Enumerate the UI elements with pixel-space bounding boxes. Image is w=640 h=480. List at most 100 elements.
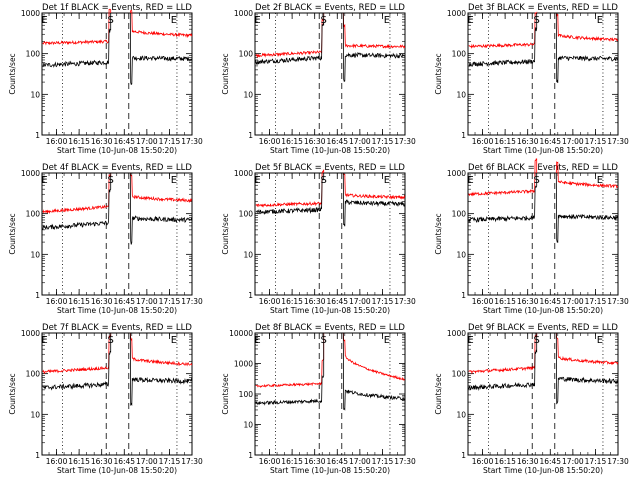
series-events	[42, 12, 193, 86]
event-marker-s: S	[534, 175, 540, 186]
event-marker-e: E	[467, 335, 473, 346]
y-axis-label: Counts/sec	[434, 373, 443, 414]
event-marker-e: E	[254, 175, 260, 186]
series-line-before	[255, 13, 325, 59]
x-tick-label: 16:15	[281, 297, 303, 306]
y-tick-label: 10	[243, 421, 253, 430]
chart-panel-5: Det 5f BLACK = Events, RED = LLD Counts/s…	[221, 163, 416, 315]
x-axis-label: Start Time (10-Jun-08 15:50:20)	[270, 306, 390, 315]
y-axis-label: Counts/sec	[434, 53, 443, 94]
chart-title: Det 6f BLACK = Events, RED = LLD	[468, 163, 618, 173]
series-line-before	[255, 13, 325, 66]
x-axis-label: Start Time (10-Jun-08 15:50:20)	[270, 466, 390, 475]
event-marker-e: E	[384, 335, 390, 346]
series-events	[255, 172, 406, 227]
x-tick-label: 16:00	[46, 297, 68, 306]
x-tick-label: 17:00	[349, 137, 371, 146]
plot-frame	[254, 172, 406, 296]
series-lld	[255, 332, 405, 388]
y-tick-label: 10	[30, 410, 40, 419]
y-tick-label: 1	[248, 291, 253, 300]
y-tick-label: 10000	[229, 329, 253, 338]
event-marker-e: E	[254, 15, 260, 26]
x-tick-label: 16:45	[113, 137, 135, 146]
series-line-after	[342, 172, 406, 200]
series-line-before	[468, 158, 538, 197]
x-tick-label: 17:15	[585, 297, 607, 306]
chart-title: Det 7f BLACK = Events, RED = LLD	[42, 323, 192, 333]
series-events	[468, 172, 619, 243]
series-line-after	[129, 9, 193, 39]
series-line-before	[468, 11, 538, 49]
y-tick-label: 1	[248, 451, 253, 460]
x-tick-label: 16:30	[517, 457, 539, 466]
series-line-before	[468, 13, 538, 67]
x-axis-label: Start Time (10-Jun-08 15:50:20)	[57, 146, 177, 155]
x-tick-label: 17:30	[607, 457, 629, 466]
x-tick-label: 16:30	[91, 137, 113, 146]
x-tick-label: 17:00	[349, 297, 371, 306]
series-line-after	[129, 172, 193, 245]
series-line-before	[42, 173, 112, 214]
chart-panel-7: Det 7f BLACK = Events, RED = LLD Counts/s…	[8, 323, 203, 475]
series-line-before	[255, 168, 325, 208]
y-tick-label: 10	[243, 250, 253, 259]
series-line-after	[129, 172, 193, 204]
series-line-after	[342, 332, 405, 381]
event-marker-e: E	[597, 15, 603, 26]
y-tick-label: 1000	[447, 329, 466, 338]
y-tick-label: 100	[26, 210, 41, 219]
x-tick-label: 16:45	[539, 137, 561, 146]
y-tick-label: 10	[243, 90, 253, 99]
series-line-after	[129, 12, 193, 86]
x-tick-label: 16:30	[91, 457, 113, 466]
event-marker-e: E	[384, 175, 390, 186]
event-marker-e: E	[384, 15, 390, 26]
series-line-after	[555, 12, 619, 43]
x-tick-label: 16:45	[113, 457, 135, 466]
series-line-before	[42, 333, 112, 375]
event-marker-s: S	[108, 15, 114, 26]
x-tick-label: 17:00	[562, 297, 584, 306]
chart-panel-3: Det 3f BLACK = Events, RED = LLD Counts/s…	[434, 3, 629, 155]
chart-panel-4: Det 4f BLACK = Events, RED = LLD Counts/s…	[8, 163, 203, 315]
chart-title: Det 1f BLACK = Events, RED = LLD	[42, 3, 192, 13]
x-tick-label: 17:15	[159, 137, 181, 146]
x-tick-label: 17:30	[181, 457, 203, 466]
x-tick-label: 16:45	[326, 137, 348, 146]
y-tick-label: 1000	[21, 169, 40, 178]
series-lld	[468, 332, 619, 375]
y-axis-label: Counts/sec	[434, 213, 443, 254]
event-marker-s: S	[534, 335, 540, 346]
y-tick-label: 1	[461, 451, 466, 460]
series-events	[255, 12, 406, 83]
x-tick-label: 17:30	[181, 297, 203, 306]
y-tick-label: 1000	[21, 329, 40, 338]
x-tick-label: 16:15	[68, 297, 90, 306]
x-axis-label: Start Time (10-Jun-08 15:50:20)	[483, 466, 603, 475]
y-tick-label: 10	[30, 90, 40, 99]
series-events	[42, 172, 193, 245]
chart-panel-9: Det 9f BLACK = Events, RED = LLD Counts/s…	[434, 323, 629, 475]
plot-frame	[467, 172, 619, 296]
y-tick-label: 1000	[21, 9, 40, 18]
y-tick-label: 1	[35, 451, 40, 460]
chart-panel-1: Det 1f BLACK = Events, RED = LLD Counts/s…	[8, 3, 203, 155]
x-tick-label: 17:00	[136, 137, 158, 146]
series-line-after	[342, 12, 406, 49]
plot-frame	[254, 12, 406, 136]
chart-title: Det 4f BLACK = Events, RED = LLD	[42, 163, 192, 173]
chart-panel-6: Det 6f BLACK = Events, RED = LLD Counts/s…	[434, 158, 629, 315]
y-tick-label: 1	[35, 131, 40, 140]
chart-panel-8: Det 8f BLACK = Events, RED = LLD Counts/s…	[221, 323, 416, 475]
x-tick-label: 16:30	[304, 137, 326, 146]
x-axis-label: Start Time (10-Jun-08 15:50:20)	[57, 306, 177, 315]
x-tick-label: 17:30	[607, 137, 629, 146]
x-tick-label: 16:00	[472, 457, 494, 466]
series-line-before	[42, 173, 112, 231]
y-axis-label: Counts/sec	[221, 373, 230, 414]
x-tick-label: 16:30	[304, 297, 326, 306]
y-axis-label: Counts/sec	[221, 213, 230, 254]
x-tick-label: 16:30	[304, 457, 326, 466]
series-line-after	[342, 332, 406, 411]
